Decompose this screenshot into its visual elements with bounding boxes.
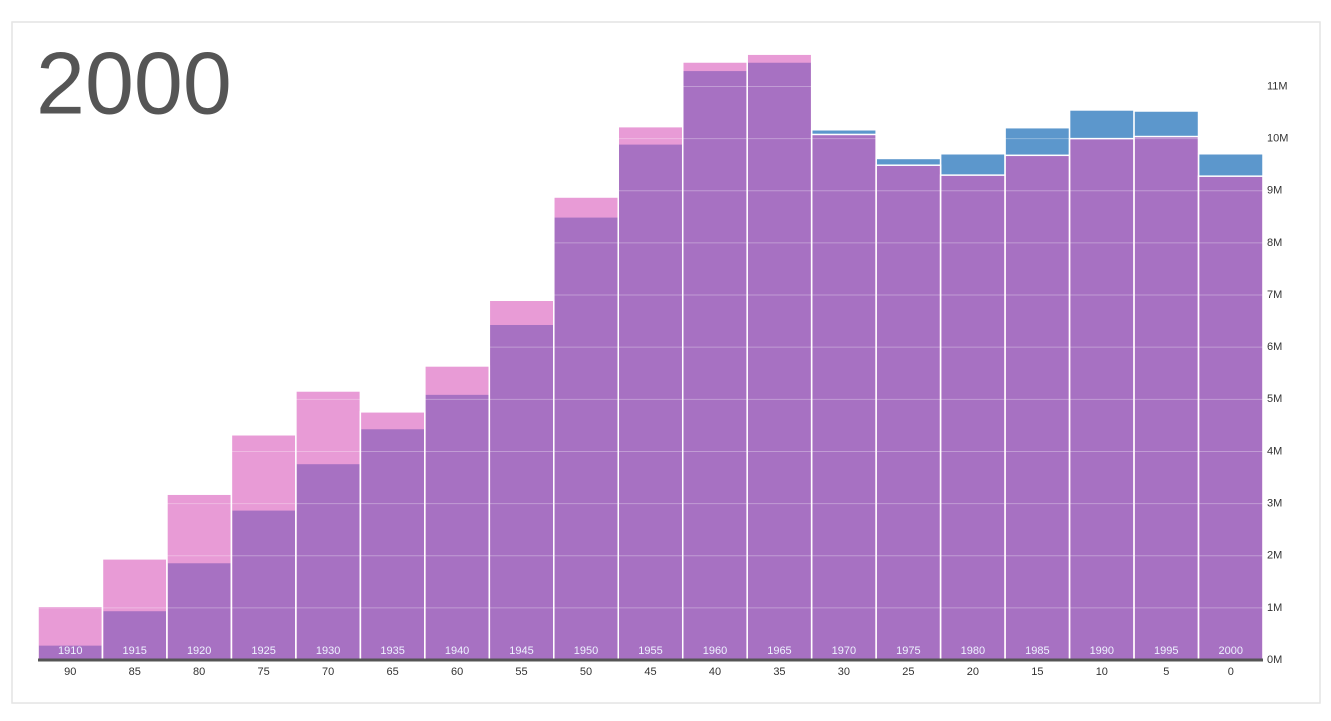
x-tick-label: 40 [709, 666, 721, 678]
x-tick-label: 45 [644, 666, 656, 678]
y-tick-label: 0M [1267, 654, 1282, 666]
bar [746, 53, 813, 661]
birth-year-label: 1965 [767, 645, 791, 657]
birth-year-label: 1995 [1154, 645, 1178, 657]
x-tick-label: 25 [902, 666, 914, 678]
y-tick-label: 5M [1267, 393, 1282, 405]
x-tick-label: 30 [838, 666, 850, 678]
y-tick-label: 10M [1267, 133, 1288, 145]
birth-year-label: 1915 [122, 645, 146, 657]
birth-year-label: 1975 [896, 645, 920, 657]
birth-year-label: 1980 [961, 645, 985, 657]
bar [810, 133, 877, 661]
x-tick-label: 15 [1031, 666, 1043, 678]
bar [553, 196, 620, 661]
birth-year-label: 1985 [1025, 645, 1049, 657]
bar [359, 411, 426, 661]
y-tick-label: 6M [1267, 341, 1282, 353]
y-tick-label: 11M [1267, 80, 1288, 92]
birth-year-label: 1990 [1090, 645, 1114, 657]
bar [1197, 175, 1264, 661]
x-tick-label: 90 [64, 666, 76, 678]
birth-year-label: 1960 [703, 645, 727, 657]
x-tick-label: 70 [322, 666, 334, 678]
x-tick-label: 60 [451, 666, 463, 678]
birth-year-label: 1925 [251, 645, 275, 657]
birth-year-label: 1950 [574, 645, 598, 657]
bar [875, 164, 942, 661]
bars [37, 53, 1264, 661]
x-tick-label: 85 [129, 666, 141, 678]
birth-year-label: 1940 [445, 645, 469, 657]
grid [38, 85, 1263, 662]
x-tick-label: 65 [386, 666, 398, 678]
y-tick-label: 3M [1267, 497, 1282, 509]
bar [617, 125, 684, 661]
x-tick-label: 5 [1163, 666, 1169, 678]
birth-year-label: 1970 [832, 645, 856, 657]
y-tick-label: 8M [1267, 237, 1282, 249]
bar [424, 365, 491, 661]
x-tick-label: 75 [258, 666, 270, 678]
bar [681, 61, 748, 661]
x-tick-label: 20 [967, 666, 979, 678]
bar [488, 299, 555, 661]
birth-year-label: 1910 [58, 645, 82, 657]
bar [101, 558, 168, 661]
birth-year-label: 1930 [316, 645, 340, 657]
birth-year-label: 1955 [638, 645, 662, 657]
x-tick-label: 35 [773, 666, 785, 678]
chart-title: 2000 [36, 33, 232, 132]
bar [1133, 135, 1200, 661]
x-tick-label: 50 [580, 666, 592, 678]
x-tick-label: 55 [515, 666, 527, 678]
bar [230, 434, 297, 661]
birth-year-label: 2000 [1219, 645, 1243, 657]
y-tick-label: 1M [1267, 602, 1282, 614]
bar [939, 174, 1006, 661]
y-tick-label: 4M [1267, 445, 1282, 457]
bar [1004, 154, 1071, 661]
y-tick-label: 2M [1267, 550, 1282, 562]
x-tick-label: 10 [1096, 666, 1108, 678]
birth-year-label: 1945 [509, 645, 533, 657]
y-tick-label: 7M [1267, 289, 1282, 301]
birth-year-label: 1920 [187, 645, 211, 657]
labels: 0M 1M 2M 3M 4M 5M 6M 7M 8M 9M 10M 11M 90 1910 85 1915 80… [58, 80, 1288, 678]
birth-year-label: 1935 [380, 645, 404, 657]
x-tick-label: 0 [1228, 666, 1234, 678]
bar [295, 390, 362, 661]
bar [166, 493, 233, 661]
y-tick-label: 9M [1267, 185, 1282, 197]
bar [1068, 137, 1135, 661]
x-tick-label: 80 [193, 666, 205, 678]
